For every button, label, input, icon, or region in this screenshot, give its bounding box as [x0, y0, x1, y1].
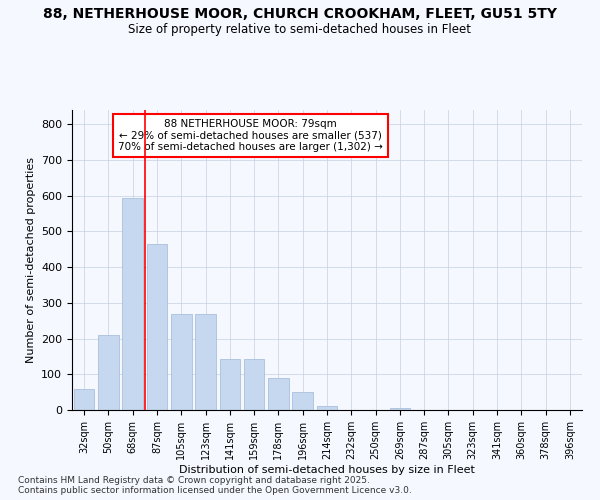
Bar — [146, 244, 167, 410]
Bar — [292, 392, 313, 410]
Bar — [122, 198, 143, 410]
Y-axis label: Number of semi-detached properties: Number of semi-detached properties — [26, 157, 35, 363]
Text: Contains HM Land Registry data © Crown copyright and database right 2025.
Contai: Contains HM Land Registry data © Crown c… — [18, 476, 412, 495]
X-axis label: Distribution of semi-detached houses by size in Fleet: Distribution of semi-detached houses by … — [179, 464, 475, 474]
Bar — [171, 314, 191, 410]
Text: Size of property relative to semi-detached houses in Fleet: Size of property relative to semi-detach… — [128, 22, 472, 36]
Bar — [98, 335, 119, 410]
Bar — [389, 408, 410, 410]
Bar — [317, 406, 337, 410]
Bar — [220, 359, 240, 410]
Text: 88, NETHERHOUSE MOOR, CHURCH CROOKHAM, FLEET, GU51 5TY: 88, NETHERHOUSE MOOR, CHURCH CROOKHAM, F… — [43, 8, 557, 22]
Bar — [268, 378, 289, 410]
Bar — [244, 359, 265, 410]
Text: 88 NETHERHOUSE MOOR: 79sqm
← 29% of semi-detached houses are smaller (537)
70% o: 88 NETHERHOUSE MOOR: 79sqm ← 29% of semi… — [118, 119, 383, 152]
Bar — [195, 314, 216, 410]
Bar — [74, 388, 94, 410]
